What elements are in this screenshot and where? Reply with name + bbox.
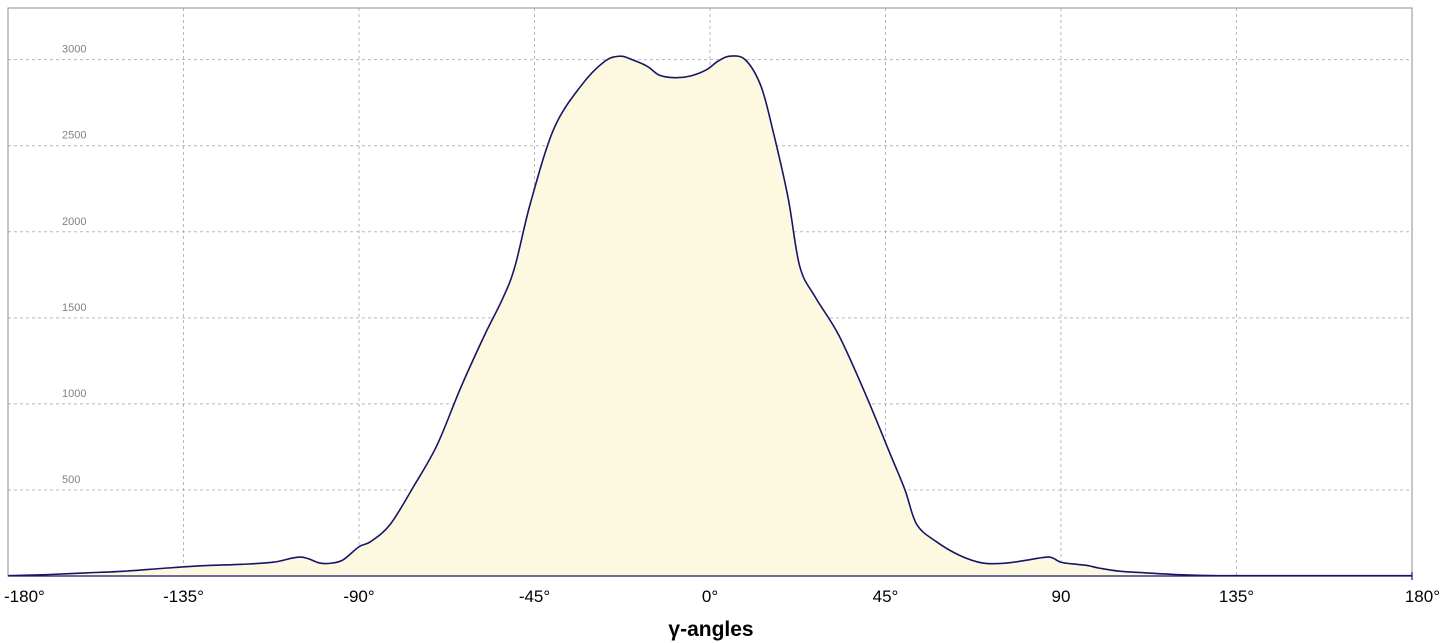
x-tick-label: 0° [702,587,718,606]
x-axis-label: γ-angles [668,618,753,641]
x-tick-label: 45° [873,587,899,606]
x-tick-label: -180° [4,587,45,606]
y-tick-label: 3000 [62,44,86,56]
x-tick-label: -135° [163,587,204,606]
series-line [7,55,1412,577]
y-tick-label: 2500 [62,130,86,142]
y-tick-label: 1500 [62,302,86,314]
y-tick-label: 500 [62,474,80,486]
x-tick-label: 90 [1052,587,1071,606]
frame-layer [7,7,1413,580]
series-area-fill [8,55,1412,576]
area-layer [7,55,1413,577]
x-tick-label: 180° [1405,587,1440,606]
x-tick-label: -45° [519,587,550,606]
y-tick-label: 2000 [62,216,86,228]
x-tick-label: 135° [1219,587,1254,606]
y-tick-label: 1000 [62,388,86,400]
y-tick-labels: 500 1000 1500 2000 2500 3000 [62,44,86,486]
x-tick-label: -90° [343,587,374,606]
x-tick-labels: -180° -135° -90° -45° 0° 45° 90 135° 180° [4,587,1440,606]
